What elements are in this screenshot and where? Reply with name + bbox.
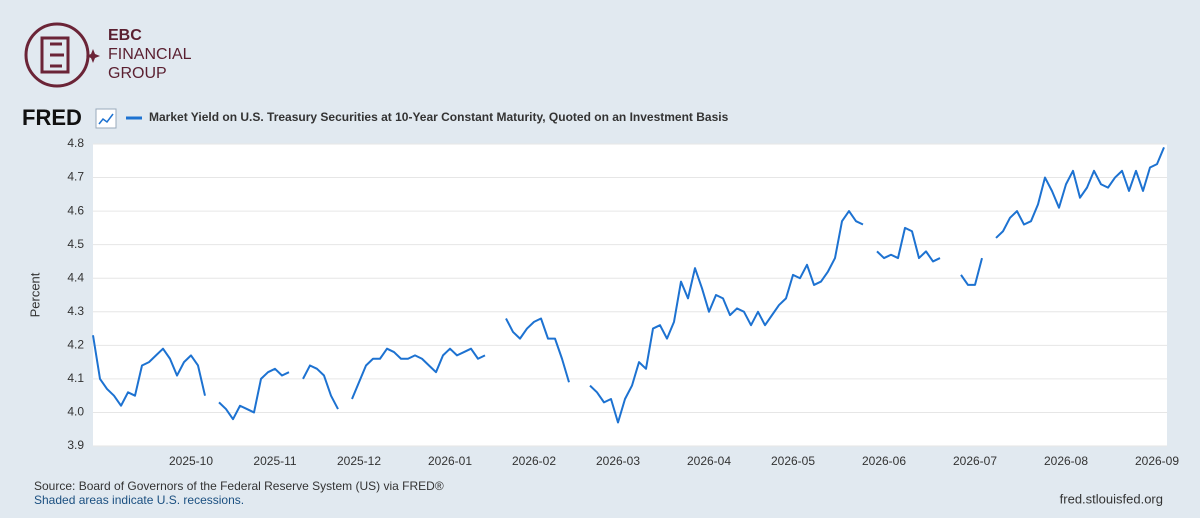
y-tick-label: 4.7 (67, 170, 84, 184)
logo-mark (40, 36, 70, 74)
x-tick-label: 2025-10 (169, 454, 213, 468)
x-tick-label: 2026-02 (512, 454, 556, 468)
y-tick-label: 4.3 (67, 304, 84, 318)
y-tick-label: 4.8 (67, 136, 84, 150)
x-tick-label: 2025-12 (337, 454, 381, 468)
plot-area (93, 144, 1167, 446)
x-tick-label: 2026-05 (771, 454, 815, 468)
brand-text: EBC (108, 27, 142, 44)
source: Source: Board of Governors of the Federa… (34, 479, 444, 493)
y-tick-label: 4.0 (67, 405, 84, 419)
x-tick-label: 2026-06 (862, 454, 906, 468)
x-tick-label: 2026-08 (1044, 454, 1088, 468)
fred-logo: FRED (22, 105, 82, 130)
y-tick-label: 4.2 (67, 338, 84, 352)
y-tick-label: 4.5 (67, 237, 84, 251)
y-tick-label: 4.1 (67, 371, 84, 385)
logo-ring (24, 22, 90, 88)
brand-text: FINANCIAL (108, 46, 192, 63)
x-tick-label: 2025-11 (253, 454, 296, 468)
y-tick-label: 4.6 (67, 203, 84, 217)
x-tick-label: 2026-04 (687, 454, 731, 468)
fred-icon-line (98, 113, 114, 125)
brand-logo: EBC FINANCIAL GROUP (24, 22, 192, 88)
x-tick-label: 2026-09 (1135, 454, 1179, 468)
data-line (92, 146, 1165, 424)
x-tick-label: 2026-07 (953, 454, 997, 468)
fred-icon (95, 108, 117, 129)
x-tick-label: 2026-01 (428, 454, 472, 468)
y-tick-label: 4.4 (67, 270, 84, 284)
logo-star (86, 49, 100, 63)
logo-bars (50, 42, 64, 68)
legend-label: Market Yield on U.S. Treasury Securities… (149, 110, 729, 124)
recession-note: Shaded areas indicate U.S. recessions. (34, 493, 244, 507)
y-tick-label: 3.9 (67, 438, 84, 452)
x-tick-label: 2026-03 (596, 454, 640, 468)
source-url: fred.stlouisfed.org (1060, 491, 1163, 506)
y-axis-label: Percent (27, 272, 42, 317)
brand-text: GROUP (108, 65, 167, 82)
